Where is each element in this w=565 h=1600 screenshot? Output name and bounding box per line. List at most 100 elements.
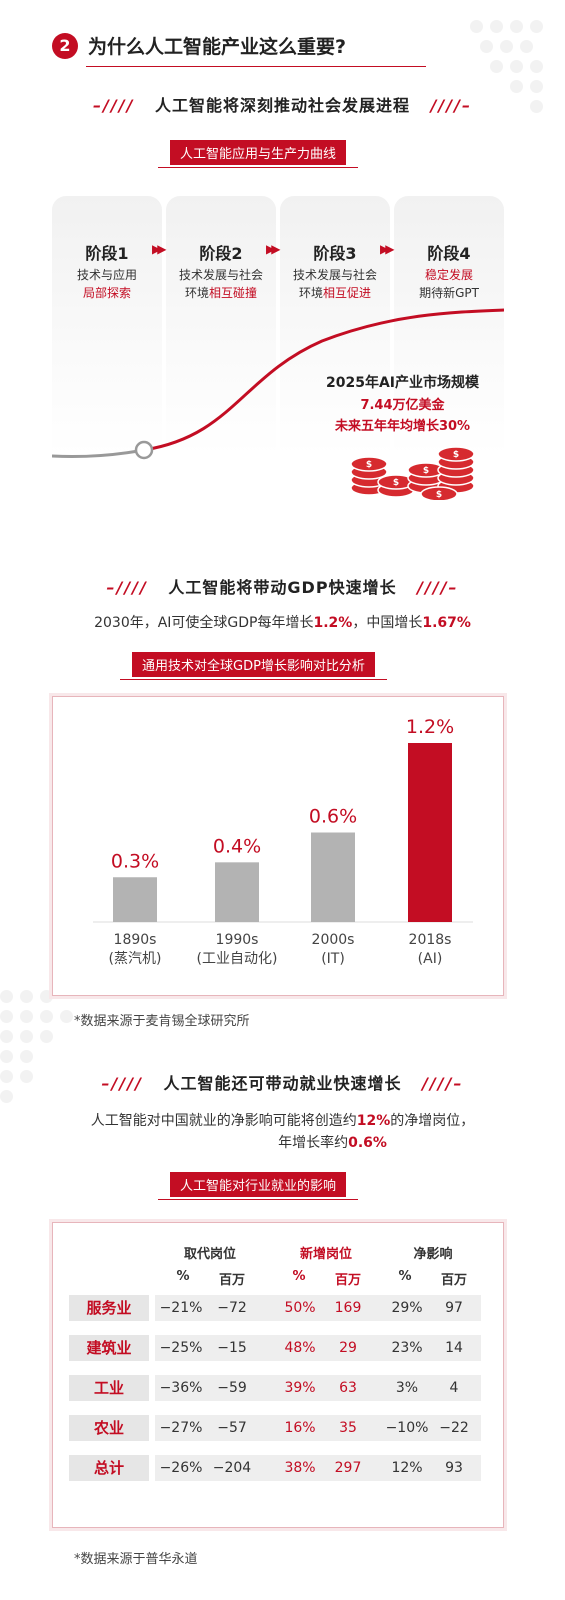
table-cell: −36% xyxy=(159,1380,203,1396)
x-tick-sublabel-3: (AI) xyxy=(418,951,443,967)
svg-text:$: $ xyxy=(366,460,372,470)
table-cell: −57 xyxy=(217,1420,247,1436)
coin-stacks-icon: $ $ $ $ $ xyxy=(350,446,475,500)
section-underline xyxy=(86,66,426,67)
part3-title-line: –//// 人工智能还可带动就业快速增长 ////– xyxy=(0,1070,565,1094)
part2-pill: 通用技术对全球GDP增长影响对比分析 xyxy=(120,652,387,680)
stage-2-line2a: 环境 xyxy=(184,286,209,300)
part3-source-note: *数据来源于普华永道 xyxy=(74,1552,198,1567)
bar-value-label-2: 0.6% xyxy=(309,806,357,828)
table-cell: 93 xyxy=(445,1460,463,1476)
gdp-bar-chart: 0.3% 1890s (蒸汽机) 0.4% 1990s (工业自动化) 0.6% 2000s (… xyxy=(93,716,473,967)
section-heading: 2 为什么人工智能产业这么重要? xyxy=(52,32,346,59)
row-background xyxy=(155,1375,481,1401)
part2-lead-c: ，中国增长 xyxy=(352,615,423,631)
table-cell: 97 xyxy=(445,1300,463,1316)
x-tick-label-1: 1990s xyxy=(216,932,259,948)
table-cell: 50% xyxy=(284,1300,316,1316)
stage-2-line2: 环境相互碰撞 xyxy=(166,284,276,301)
stage-4: 阶段4 稳定发展 期待新GPT xyxy=(394,196,504,456)
title-dash-left: –//// xyxy=(93,96,135,115)
stage-1-name: 阶段1 xyxy=(85,244,129,263)
table-cell: −15 xyxy=(217,1340,247,1356)
table-cell: 4 xyxy=(449,1380,459,1396)
title-dash-right: ////– xyxy=(430,96,472,115)
x-tick-label-3: 2018s xyxy=(409,932,452,948)
table-cell: −59 xyxy=(217,1380,247,1396)
table-row: 工业 −36% −59 39% 63 3% 4 xyxy=(69,1375,489,1401)
employment-table: 取代岗位 新增岗位 净影响 % 百万 % 百万 % 百万 服务业 −21% −7… xyxy=(52,1222,504,1528)
part2-source-note: *数据来源于麦肯锡全球研究所 xyxy=(74,1014,250,1029)
stage-4-line1: 稳定发展 xyxy=(424,268,473,282)
stage-arrow-icon: ▶▶ xyxy=(380,242,395,256)
stage-2-name: 阶段2 xyxy=(199,244,243,263)
svg-text:$: $ xyxy=(453,450,459,460)
part3-lead2-a: 年增长率约 xyxy=(278,1135,349,1151)
stage-4-line2: 期待新GPT xyxy=(419,286,479,300)
curve-start-marker xyxy=(134,440,154,460)
stage-3-line2b: 相互促进 xyxy=(323,286,372,300)
table-cell: −204 xyxy=(212,1460,252,1476)
table-cell: 169 xyxy=(334,1300,362,1316)
table-group-replaced: 取代岗位 xyxy=(183,1247,236,1262)
stage-3-line1: 技术发展与社会 xyxy=(292,268,377,282)
table-subhead: 百万 xyxy=(440,1273,467,1288)
table-cell: 29 xyxy=(339,1340,357,1356)
part2-lead-d: 1.67% xyxy=(422,615,471,631)
x-tick-sublabel-1: (工业自动化) xyxy=(197,951,278,967)
row-background xyxy=(155,1335,481,1361)
x-tick-sublabel-0: (蒸汽机) xyxy=(109,951,162,967)
title-dash-left: –//// xyxy=(106,578,148,597)
table-cell: −26% xyxy=(159,1460,203,1476)
table-cell: −25% xyxy=(159,1340,203,1356)
table-cell: 12% xyxy=(391,1460,423,1476)
table-cell: 29% xyxy=(391,1300,423,1316)
title-dash-right: ////– xyxy=(417,578,459,597)
stage-4-name: 阶段4 xyxy=(427,244,471,263)
table-cell: −10% xyxy=(385,1420,429,1436)
table-cell: −27% xyxy=(159,1420,203,1436)
table-subhead: % xyxy=(398,1269,412,1284)
row-label: 服务业 xyxy=(69,1295,149,1321)
svg-text:$: $ xyxy=(436,490,442,500)
row-label: 建筑业 xyxy=(69,1335,149,1361)
row-label: 农业 xyxy=(69,1415,149,1441)
bar-1 xyxy=(215,862,259,922)
table-subhead: 百万 xyxy=(334,1273,361,1288)
gdp-chart-box: 0.3% 1890s (蒸汽机) 0.4% 1990s (工业自动化) 0.6% 2000s (… xyxy=(52,696,504,996)
table-subhead: % xyxy=(292,1269,306,1284)
table-cell: 39% xyxy=(284,1380,316,1396)
table-cell: 23% xyxy=(391,1340,423,1356)
bar-value-label-1: 0.4% xyxy=(213,835,261,857)
table-cell: 297 xyxy=(334,1460,362,1476)
table-row: 服务业 −21% −72 50% 169 29% 97 xyxy=(69,1295,489,1321)
part2-lead: 2030年，AI可使全球GDP每年增长1.2%，中国增长1.67% xyxy=(0,612,565,632)
row-label: 总计 xyxy=(69,1455,149,1481)
table-row: 总计 −26% −204 38% 297 12% 93 xyxy=(69,1455,489,1481)
stage-1: 阶段1 技术与应用 局部探索 xyxy=(52,196,162,456)
stage-1-line2: 局部探索 xyxy=(82,286,131,300)
market-size-callout: 2025年AI产业市场规模 7.44万亿美金 未来五年年均增长30% xyxy=(300,372,505,434)
part3-lead-1: 人工智能对中国就业的净影响可能将创造约12%的净增岗位， xyxy=(0,1110,565,1130)
part2-lead-b: 1.2% xyxy=(313,615,353,631)
table-subhead: % xyxy=(176,1269,190,1284)
table-cell: −22 xyxy=(439,1420,469,1436)
productivity-curve xyxy=(52,308,504,460)
bar-3 xyxy=(408,743,452,922)
stage-3-line2a: 环境 xyxy=(298,286,323,300)
bar-0 xyxy=(113,877,157,922)
table-group-net: 净影响 xyxy=(413,1247,453,1262)
section-title: 为什么人工智能产业这么重要? xyxy=(88,36,347,58)
table-cell: 16% xyxy=(284,1420,316,1436)
market-line1: 2025年AI产业市场规模 xyxy=(325,375,479,391)
curve-early-segment xyxy=(52,448,145,459)
section-number-badge: 2 xyxy=(52,32,78,59)
x-tick-sublabel-2: (IT) xyxy=(321,951,345,967)
title-dash-left: –//// xyxy=(101,1074,143,1093)
row-label: 工业 xyxy=(69,1375,149,1401)
part1-pill: 人工智能应用与生产力曲线 xyxy=(157,140,359,168)
part3-lead1-c: 的净增岗位， xyxy=(390,1113,475,1129)
part3-pill: 人工智能对行业就业的影响 xyxy=(157,1172,359,1200)
part2-title-line: –//// 人工智能将带动GDP快速增长 ////– xyxy=(0,574,565,598)
x-tick-label-2: 2000s xyxy=(312,932,355,948)
